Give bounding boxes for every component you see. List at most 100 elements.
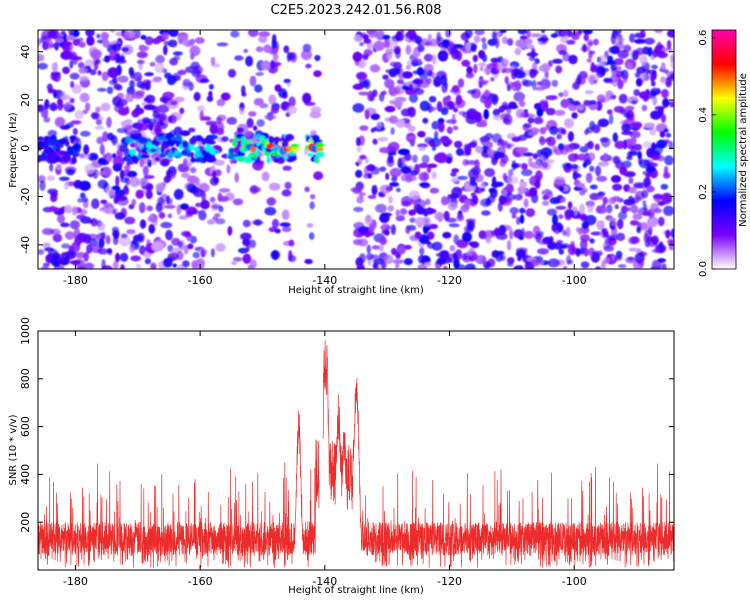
spectrogram-cell (663, 69, 669, 74)
spectrogram-cell (481, 256, 487, 266)
spectrogram-cell (189, 167, 197, 174)
spectrogram-cell (158, 212, 166, 219)
spectrogram-cell (38, 38, 42, 46)
spectrogram-cell (404, 153, 412, 161)
spectrogram-cell (98, 238, 105, 249)
spectrogram-cell (567, 131, 575, 142)
spectrogram-cell (77, 197, 84, 203)
spectrogram-cell (551, 214, 559, 226)
spectrogram-cell (579, 190, 586, 196)
spectrogram-cell (663, 128, 669, 133)
figure-title: C2E5.2023.242.01.56.R08 (270, 3, 441, 18)
spectrogram-cell (546, 208, 558, 216)
spectrogram-cell (643, 177, 652, 188)
spectrogram-cell (418, 234, 430, 245)
spectrogram-cell (67, 30, 75, 34)
spectrogram-cell (145, 189, 153, 200)
spectrogram-cell (373, 40, 385, 52)
spectrogram-cell (144, 258, 151, 265)
spectrogram-cell (621, 123, 632, 133)
spectrogram-cell (537, 37, 549, 42)
spectrogram-cell (427, 33, 432, 42)
spectrogram-cell (431, 120, 440, 130)
spectrogram-cell (431, 241, 443, 251)
spectrogram-cell (633, 183, 641, 188)
spectrogram-cell (560, 128, 567, 135)
spectrogram-cell (381, 90, 387, 96)
spectrogram-cell (634, 38, 646, 44)
spectrogram-cell (51, 71, 61, 77)
spectrogram-cell (261, 171, 270, 182)
spectrogram-cell (372, 262, 378, 269)
spectrogram-cell (83, 251, 89, 262)
spectrogram-cell (206, 95, 214, 102)
spectrogram-cell (437, 50, 449, 62)
spectrogram-cell (460, 204, 470, 213)
spectrogram-cell (126, 229, 136, 235)
spectrogram-cell (514, 48, 522, 56)
spectrogram-cell (436, 101, 443, 112)
spectrogram-cell (446, 95, 451, 101)
spectrogram-cell (623, 113, 633, 118)
spectrogram-cell (457, 78, 465, 88)
spectrogram-cell (519, 207, 526, 214)
spectrogram-y-tick-label: 20 (19, 93, 32, 107)
spectrogram-cell (640, 30, 646, 39)
spectrogram-cell (567, 153, 579, 162)
spectrogram-cell (594, 143, 600, 151)
spectrogram-cell (628, 186, 637, 194)
spectrogram-cell (72, 128, 78, 136)
spectrogram-cell (529, 259, 540, 267)
signal-cell (71, 156, 77, 165)
spectrogram-cell (117, 196, 129, 206)
spectrogram-cell (616, 232, 626, 242)
spectrogram-cell (74, 110, 84, 120)
spectrogram-cell (658, 216, 665, 227)
spectrogram-cell (368, 30, 376, 35)
spectrogram-cell (55, 38, 64, 43)
spectrogram-cell (539, 127, 547, 135)
spectrogram-cell (114, 193, 120, 204)
signal-cell (260, 135, 266, 142)
spectrogram-cell (52, 233, 63, 243)
spectrogram-cell (633, 89, 640, 97)
spectrogram-cell (474, 173, 484, 183)
spectrogram-cell (584, 214, 597, 226)
spectrogram-cell (636, 66, 646, 74)
spectrogram-cell (144, 36, 154, 46)
spectrogram-cell (612, 183, 623, 191)
spectrogram-cell (453, 234, 460, 245)
spectrogram-cell (439, 250, 450, 259)
spectrogram-cell (377, 136, 389, 142)
spectrogram-cell (400, 30, 405, 35)
spectrogram-cell (426, 166, 432, 174)
spectrogram-cell (570, 164, 579, 169)
spectrogram-cell (517, 30, 528, 35)
spectrogram-cell (371, 184, 378, 196)
spectrogram-cell (104, 208, 114, 215)
spectrogram-cell (253, 98, 264, 106)
spectrogram-cell (603, 245, 615, 252)
spectrogram-cell (64, 204, 73, 214)
spectrogram-cell (612, 155, 621, 164)
spectrogram-cell (553, 148, 564, 155)
spectrogram-cell (258, 31, 271, 37)
colorbar-tick-label: 0.6 (698, 30, 709, 46)
spectrogram-cell (545, 125, 550, 131)
spectrogram-cell (611, 195, 621, 202)
spectrogram-cell (576, 153, 589, 161)
spectrogram-cell (513, 194, 523, 201)
spectrogram-cell (576, 182, 586, 188)
spectrogram-cell (113, 163, 123, 169)
spectrogram-cell (495, 253, 504, 262)
signal-cell (311, 134, 320, 142)
spectrogram-cell (492, 176, 497, 187)
spectrogram-cell (183, 158, 188, 167)
spectrogram-cell (200, 199, 210, 210)
spectrogram-cell (510, 81, 522, 92)
spectrogram-cell (610, 45, 620, 55)
spectrogram-cell (201, 190, 207, 202)
spectrogram-cell (564, 144, 575, 153)
spectrogram-cell (530, 33, 542, 38)
spectrogram-cell (388, 68, 398, 78)
